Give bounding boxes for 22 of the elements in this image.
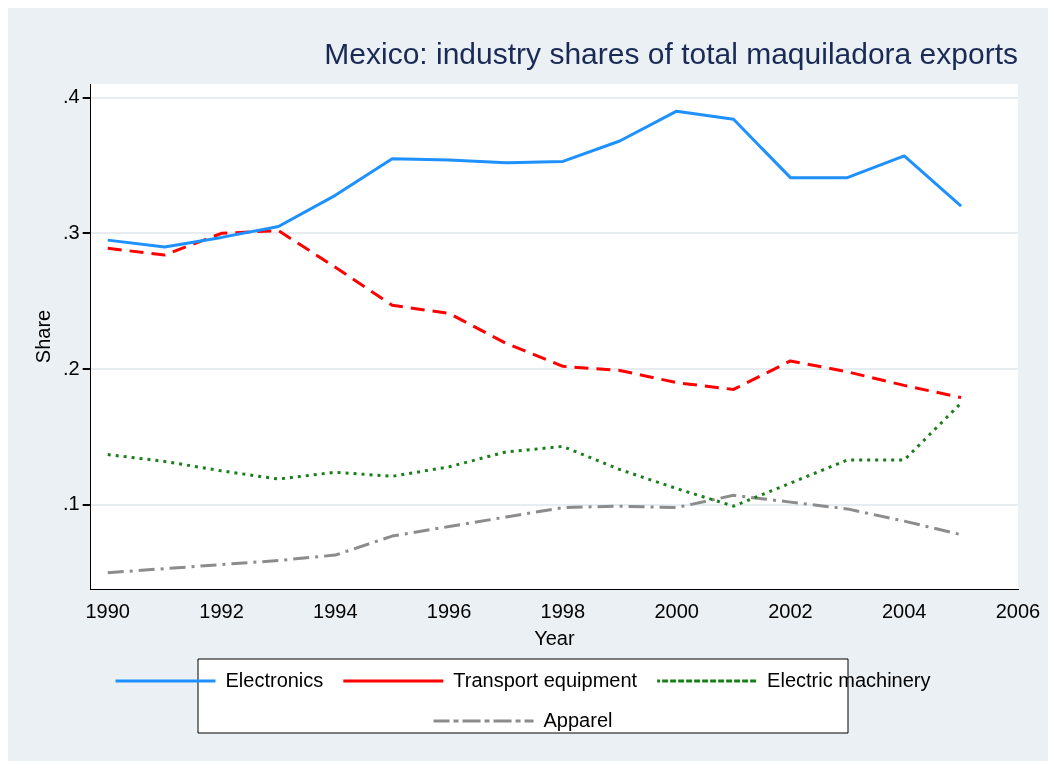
y-tick-label: .2 (62, 356, 80, 379)
x-tick-label: 1994 (313, 599, 358, 622)
x-tick-label: 2006 (995, 599, 1041, 622)
x-tick-label: 2000 (654, 599, 699, 622)
legend-label: Electronics (225, 668, 324, 691)
legend-label: Transport equipment (453, 668, 638, 691)
y-tick-label: .1 (62, 492, 80, 515)
line-series (106, 401, 963, 508)
x-axis-title: Year (534, 626, 575, 649)
x-tick-label: 1990 (85, 599, 130, 622)
chart-title: Mexico: industry shares of total maquiladora exports (324, 37, 1018, 71)
x-tick-label: 2004 (881, 599, 927, 622)
x-tick-label: 1998 (540, 599, 586, 622)
legend-label: Apparel (543, 708, 613, 731)
y-axis-title: Share (31, 309, 54, 364)
y-tick-label: .3 (62, 220, 80, 243)
y-tick-label: .4 (62, 85, 80, 108)
x-tick-label: 2002 (768, 599, 813, 622)
legend-label: Electric machinery (767, 668, 931, 691)
line-series (106, 229, 963, 400)
x-tick-label: 1996 (426, 599, 472, 622)
x-tick-label: 1992 (199, 599, 244, 622)
